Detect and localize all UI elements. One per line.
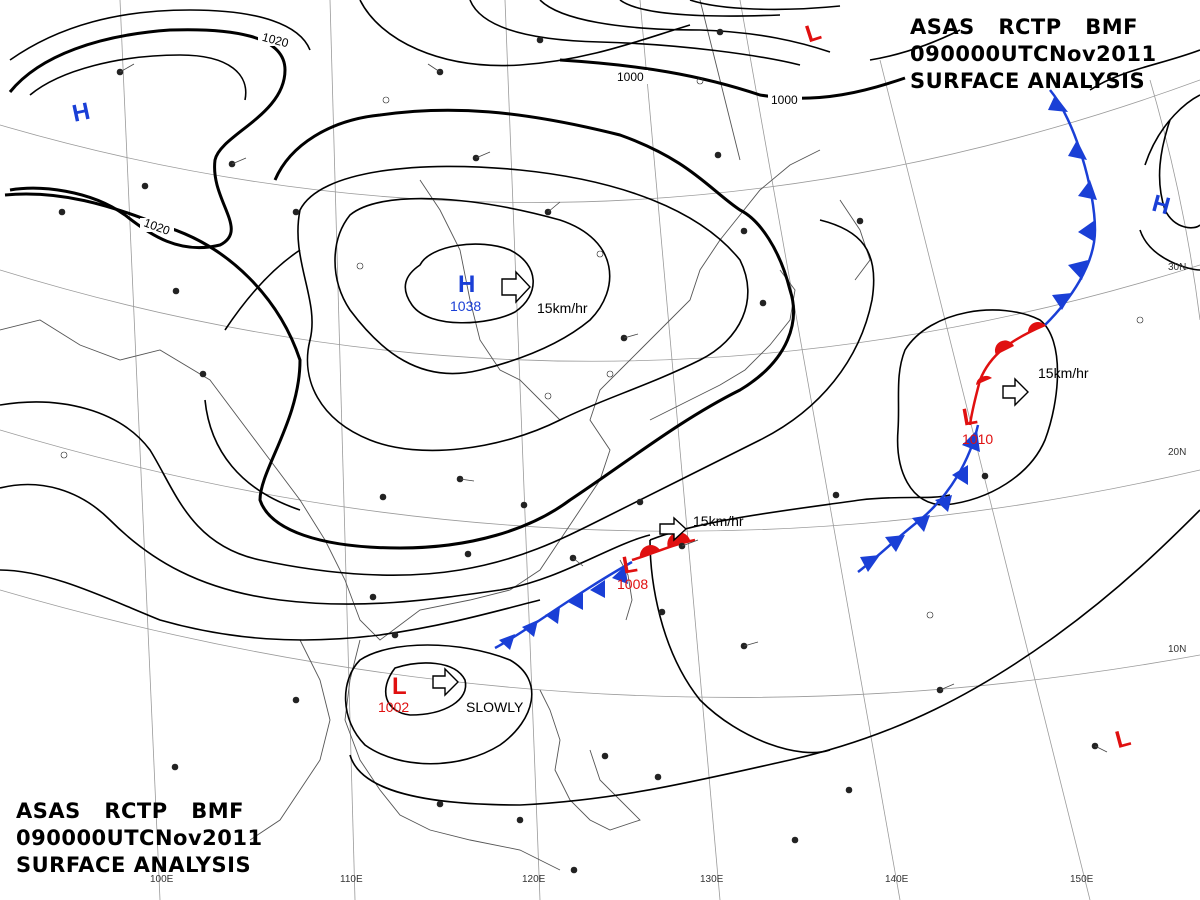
high-center: H (458, 271, 475, 298)
lon-label: 120E (522, 874, 546, 885)
valid-year: 2011 (1096, 42, 1157, 66)
move-arrow (659, 516, 688, 542)
move-arrow (1002, 377, 1029, 407)
cold-front-east (1044, 89, 1097, 326)
move-arrow (432, 667, 459, 697)
movement-arrows (432, 270, 1029, 697)
fronts (494, 89, 1097, 650)
move-arrow (501, 270, 531, 304)
station-code: RCTP (998, 15, 1062, 39)
high-center: H (1149, 190, 1173, 221)
low-value: 1002 (378, 699, 409, 715)
low-center: L (960, 402, 979, 431)
lon-label: 110E (340, 874, 363, 885)
chart-title: SURFACE ANALYSIS (910, 69, 1146, 93)
isobar-1020-central (4, 108, 795, 550)
low-value: 1010 (962, 431, 993, 447)
lon-label: 150E (1070, 874, 1094, 885)
high-value: 1038 (450, 298, 481, 314)
map-title-bottom-left: ASAS RCTP BMF 090000UTC Nov 2011 SURFACE… (16, 798, 262, 879)
valid-time: 090000UTC (910, 42, 1049, 66)
station-plots (58, 28, 1144, 874)
isobar-label: 1020 (261, 30, 291, 51)
warm-front-1010 (968, 323, 1046, 426)
agency-code: ASAS (910, 15, 975, 39)
valid-year: 2011 (202, 826, 263, 850)
movement-label: 15km/hr (693, 513, 744, 529)
isobar-label: 1000 (617, 70, 644, 84)
low-center: L (392, 673, 407, 700)
lon-label: 130E (700, 874, 724, 885)
lon-label: 100E (150, 874, 174, 885)
agency-code: ASAS (16, 799, 81, 823)
movement-label: 15km/hr (537, 300, 588, 316)
coastlines (0, 0, 871, 871)
lat-label: 10N (1168, 644, 1186, 655)
lon-label: 140E (885, 874, 909, 885)
high-center: H (70, 98, 93, 128)
isobar-1000 (559, 58, 906, 100)
isobar-1020-nw (8, 28, 287, 250)
isobar-label: 1000 (771, 93, 798, 107)
low-center: L (620, 550, 639, 579)
valid-month: Nov (154, 826, 203, 850)
station-code: RCTP (104, 799, 168, 823)
cold-front-1008 (494, 560, 633, 650)
movement-labels: 15km/hr 15km/hr 15km/hr SLOWLY (466, 300, 1089, 715)
lat-label: 20N (1168, 447, 1186, 458)
low-center: L (802, 18, 824, 48)
chart-title: SURFACE ANALYSIS (16, 853, 252, 877)
bulletin-code: BMF (1085, 15, 1138, 39)
map-title-top-right: ASAS RCTP BMF 090000UTC Nov 2011 SURFACE… (910, 14, 1156, 95)
movement-label: 15km/hr (1038, 365, 1089, 381)
warm-front-1008-bumps (639, 532, 690, 558)
movement-label: SLOWLY (466, 699, 524, 715)
valid-month: Nov (1048, 42, 1097, 66)
cold-front-1008-barbs (499, 566, 628, 650)
lat-label: 30N (1168, 262, 1186, 273)
cold-front-east-barbs (1048, 95, 1097, 310)
warm-front-1008 (631, 538, 696, 562)
pressure-centers: H H 1038 H L L 1010 L 1008 L 1002 L (70, 18, 1173, 754)
cold-front-1010-barbs (860, 430, 980, 572)
axis-labels: 110E 120E 130E 140E 150E 100E 30N 20N 10… (150, 262, 1186, 885)
low-center: L (1112, 724, 1133, 754)
valid-time: 090000UTC (16, 826, 155, 850)
isobars (0, 0, 1200, 806)
warm-front-1010-bumps (976, 322, 1046, 385)
low-value: 1008 (617, 576, 648, 592)
bulletin-code: BMF (191, 799, 244, 823)
